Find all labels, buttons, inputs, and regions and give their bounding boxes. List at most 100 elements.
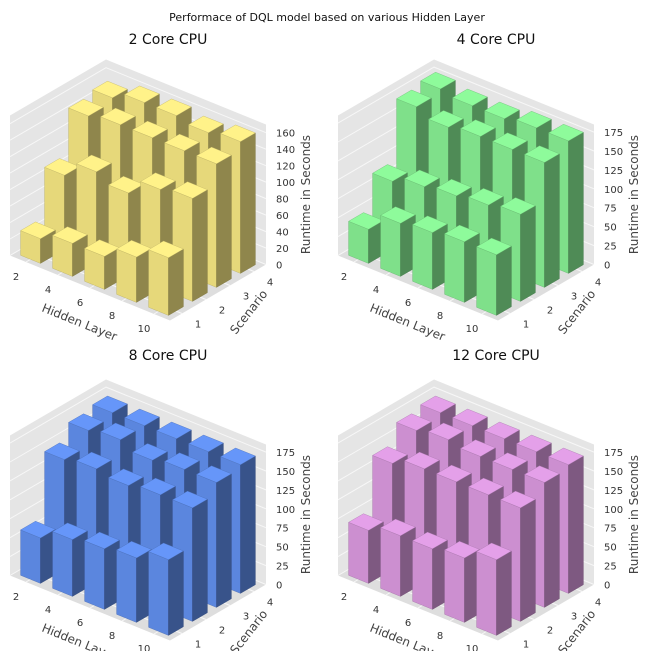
bar-top — [492, 452, 528, 470]
bar-top — [148, 240, 184, 258]
z-axis-label: Runtime in Seconds — [627, 455, 641, 574]
bar-top — [196, 146, 232, 165]
bar-top — [460, 439, 496, 457]
z-axis-label: Runtime in Seconds — [627, 135, 641, 254]
z-gridline — [9, 67, 267, 134]
bar — [172, 181, 208, 302]
bar — [20, 520, 56, 584]
z-tick-label: 25 — [604, 242, 617, 253]
z-tick-label: 175 — [604, 128, 623, 139]
bar-top — [412, 531, 448, 550]
x-tick-label: 2 — [13, 592, 19, 603]
bar-top — [516, 434, 552, 452]
bar-front — [476, 551, 497, 636]
bar-front — [380, 527, 401, 597]
bar-front — [148, 249, 169, 316]
y-tick-label: 3 — [243, 612, 249, 623]
x-tick-label: 6 — [77, 618, 83, 629]
bar-side — [168, 550, 184, 636]
bar-top — [476, 542, 512, 560]
bar — [348, 513, 384, 584]
bar-side — [240, 132, 256, 274]
bar-front — [380, 215, 401, 277]
x-tick-label: 2 — [13, 272, 19, 283]
z-tick-label: 0 — [604, 261, 610, 272]
z-tick-label: 125 — [276, 486, 295, 497]
z-axis-label: Runtime in Seconds — [299, 455, 313, 574]
x-tick-label: 8 — [437, 631, 443, 642]
bar-side — [520, 205, 536, 302]
x-tick-label: 2 — [341, 592, 347, 603]
bar-top — [516, 110, 552, 129]
bar — [348, 212, 384, 264]
z-tick-label: 120 — [276, 162, 295, 173]
bar-top — [492, 132, 528, 150]
bar-top — [132, 443, 168, 461]
bar-side — [192, 189, 208, 302]
bar-top — [380, 518, 416, 537]
y-tick-label: 2 — [547, 626, 553, 637]
y-tick-label: 2 — [219, 626, 225, 637]
bar-top — [68, 413, 104, 431]
bar-top — [108, 468, 144, 486]
bar-top — [52, 226, 88, 244]
bar-side — [568, 455, 584, 594]
y-tick-label: 2 — [547, 306, 553, 317]
bar-top — [436, 178, 472, 197]
z-tick-label: 150 — [604, 467, 623, 478]
bar-top — [156, 421, 192, 439]
z-axis-label: Runtime in Seconds — [299, 135, 313, 254]
x-tick-label: 6 — [405, 618, 411, 629]
bar-top — [116, 541, 152, 559]
subplot-title: 2 Core CPU — [129, 32, 208, 48]
x-tick-label: 4 — [45, 605, 51, 616]
z-tick-label: 0 — [276, 261, 282, 272]
bar-top — [372, 446, 408, 464]
bar-side — [544, 153, 560, 288]
z-gridline — [337, 66, 595, 133]
bar-front — [148, 551, 169, 636]
bar-top — [172, 490, 208, 509]
bar-top — [156, 98, 192, 116]
bar-top — [452, 88, 488, 106]
bar-top — [548, 123, 584, 142]
bar-front — [476, 246, 497, 316]
bar — [116, 541, 152, 623]
y-tick-label: 1 — [195, 320, 201, 331]
bar-side — [568, 131, 584, 274]
bar-top — [220, 447, 256, 465]
bar-top — [428, 422, 464, 440]
z-tick-label: 100 — [276, 178, 295, 189]
bar-top — [380, 206, 416, 224]
bar-front — [444, 233, 465, 303]
z-tick-label: 140 — [276, 145, 295, 156]
bar-top — [68, 98, 104, 117]
bar — [412, 215, 448, 290]
bar-top — [100, 422, 136, 440]
bar-top — [428, 110, 464, 128]
bar-top — [76, 451, 112, 470]
z-tick-label: 100 — [604, 185, 623, 196]
bar-front — [348, 522, 369, 584]
bar-front — [412, 224, 433, 290]
bar — [380, 518, 416, 597]
z-tick-label: 75 — [604, 524, 617, 535]
bar-side — [240, 455, 256, 594]
z-tick-label: 25 — [604, 562, 617, 573]
bar-top — [76, 154, 112, 173]
bar-top — [396, 413, 432, 431]
z-tick-label: 25 — [276, 562, 289, 573]
z-tick-label: 75 — [276, 524, 289, 535]
z-gridline — [337, 386, 595, 453]
bar-top — [468, 477, 504, 496]
bar — [52, 226, 88, 277]
bar-top — [548, 447, 584, 465]
z-tick-label: 20 — [276, 244, 289, 255]
z-tick-label: 50 — [604, 543, 617, 554]
bar-top — [220, 124, 256, 142]
bar — [84, 239, 120, 290]
x-tick-label: 10 — [466, 644, 479, 651]
bar-front — [116, 549, 137, 623]
bar — [84, 531, 120, 610]
